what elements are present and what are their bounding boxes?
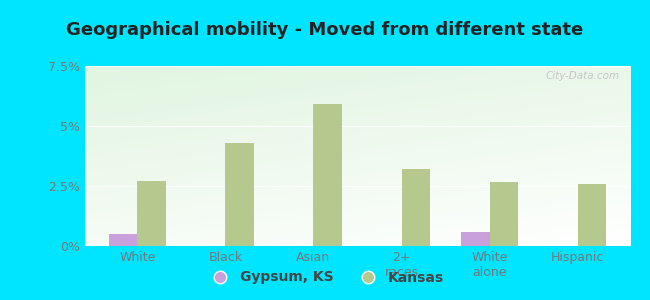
Bar [489, 182, 518, 246]
Text: City-Data.com: City-Data.com [545, 71, 619, 81]
Bar [578, 184, 606, 246]
Bar [137, 181, 166, 246]
Text: Geographical mobility - Moved from different state: Geographical mobility - Moved from diffe… [66, 21, 584, 39]
Legend: Gypsum, KS, Kansas: Gypsum, KS, Kansas [201, 265, 449, 290]
Bar [109, 234, 137, 246]
Bar [402, 169, 430, 246]
Bar [313, 104, 342, 246]
Bar [462, 232, 489, 246]
Bar [226, 143, 254, 246]
